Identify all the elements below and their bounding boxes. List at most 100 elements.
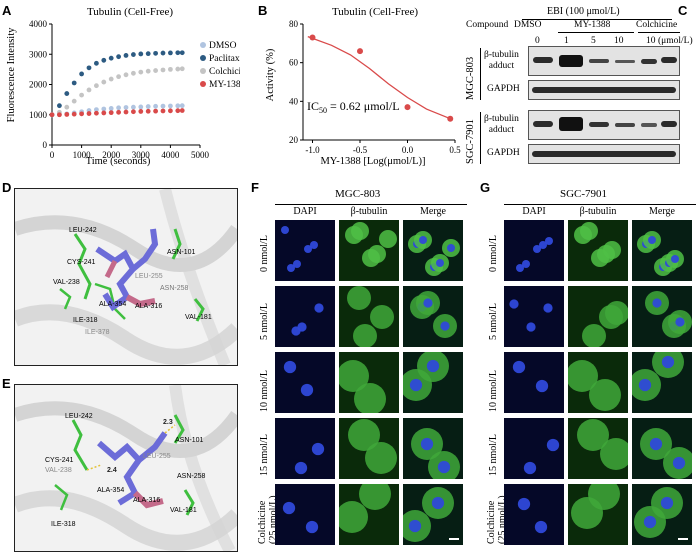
band — [641, 59, 657, 64]
data-point — [160, 50, 166, 56]
row-label: 5 nmol/L — [259, 303, 270, 340]
data-point — [64, 104, 70, 110]
y-tick-label: 80 — [289, 19, 299, 29]
residue-label: ASN-258 — [177, 473, 206, 480]
nucleus — [282, 501, 296, 515]
band — [532, 151, 676, 157]
beta-label-line1: β-tubulin — [484, 114, 519, 124]
nucleus — [408, 519, 422, 533]
micrograph-tub — [339, 418, 399, 479]
residue-label: ILE-378 — [85, 329, 110, 336]
nucleus — [672, 456, 686, 470]
row-label: 15 nmol/L — [488, 434, 499, 476]
cell-body — [605, 301, 628, 325]
data-point — [145, 108, 151, 114]
nucleus — [281, 226, 289, 234]
my1388-line — [558, 32, 634, 33]
data-point — [94, 107, 99, 113]
residue-label: ASN-101 — [175, 437, 204, 444]
nucleus — [526, 322, 536, 332]
panel-letter-c: C — [678, 3, 688, 18]
data-point — [153, 50, 159, 56]
micrograph-drawing — [517, 497, 548, 534]
residue-label: ALA-354 — [97, 487, 125, 494]
nucleus — [516, 264, 524, 272]
micrograph-drawing — [577, 419, 628, 470]
micrograph-drawing — [348, 419, 397, 474]
legend-label: MY-1388 — [209, 80, 240, 90]
residue-label: CYS-241 — [45, 457, 74, 464]
micrograph-drawing — [574, 222, 621, 267]
nucleus — [294, 461, 308, 475]
micrograph-drawing — [582, 301, 628, 347]
nucleus — [310, 241, 318, 249]
cell-body — [353, 324, 377, 347]
micrograph-tub — [568, 352, 628, 413]
band — [589, 59, 609, 63]
cell-body — [347, 286, 371, 310]
panel-c: EBI (100 μmol/L) Compound DMSO MY-1388 C… — [462, 0, 700, 170]
panel-g-title: SGC-7901 — [560, 188, 608, 200]
conc-unit: (μmol/L) — [658, 36, 693, 46]
residue-label: ALA-316 — [133, 497, 161, 504]
nucleus — [534, 520, 548, 534]
docking-e-drawing — [15, 385, 237, 551]
nucleus — [409, 378, 423, 392]
cell-body — [568, 360, 598, 392]
micrograph-tub — [339, 220, 399, 281]
micrograph-drawing — [632, 352, 684, 401]
cell-body — [339, 360, 369, 392]
data-point — [175, 66, 181, 72]
data-point — [101, 106, 107, 112]
residue-label: ILE-318 — [51, 521, 76, 528]
micrograph-drawing — [403, 487, 454, 542]
micrograph-drawing — [347, 286, 394, 347]
chart-a-title: Tubulin (Cell-Free) — [87, 6, 173, 18]
nucleus — [649, 437, 663, 451]
cell-body — [354, 383, 386, 413]
col-head: β-tubulin — [579, 206, 617, 217]
y-tick-label: 4000 — [29, 19, 48, 29]
residue-label: LEU-242 — [65, 413, 93, 420]
data-point — [108, 105, 114, 111]
distance-label: 2.3 — [163, 419, 173, 426]
residue-label: ALA-354 — [99, 301, 127, 308]
col-head: DAPI — [522, 206, 546, 217]
data-point — [153, 108, 159, 114]
micrograph-dapi — [275, 220, 335, 281]
data-point — [153, 68, 159, 73]
data-point — [175, 103, 181, 109]
micrograph-drawing — [294, 442, 325, 475]
micrograph-drawing — [640, 428, 692, 479]
sgc7901-gapdh-label: GAPDH — [487, 148, 520, 158]
panel-letter-g: G — [480, 180, 491, 195]
row-label: 10 nmol/L — [488, 370, 499, 412]
cell-body — [339, 501, 368, 533]
data-point — [79, 92, 84, 98]
micrograph-tub — [568, 286, 628, 347]
cell-body — [589, 379, 621, 411]
cell-body — [368, 245, 386, 263]
chart-b-ylabel: Activity (%) — [265, 48, 276, 101]
legend-marker — [200, 68, 206, 74]
nucleus — [517, 497, 531, 511]
data-point — [123, 72, 129, 78]
nucleus — [423, 298, 433, 308]
micrograph-dapi — [504, 352, 564, 413]
nucleus — [546, 438, 560, 452]
group-my1388: MY-1388 — [574, 20, 611, 30]
micrograph-tub — [339, 352, 399, 413]
micrograph-drawing — [571, 484, 620, 529]
nucleus — [314, 303, 324, 313]
micrograph-dapi — [504, 484, 564, 545]
data-point — [101, 57, 107, 63]
y-tick-label: 1000 — [29, 110, 48, 120]
residue-label: LEU-242 — [69, 227, 97, 234]
x-tick-label: 5000 — [191, 150, 210, 160]
x-tick-label: 2000 — [102, 150, 121, 160]
micrograph-drawing — [282, 501, 319, 534]
residue-label: ALA-316 — [135, 303, 163, 310]
cell-body — [603, 241, 621, 259]
cell-body — [351, 222, 369, 240]
nucleus — [311, 442, 325, 456]
